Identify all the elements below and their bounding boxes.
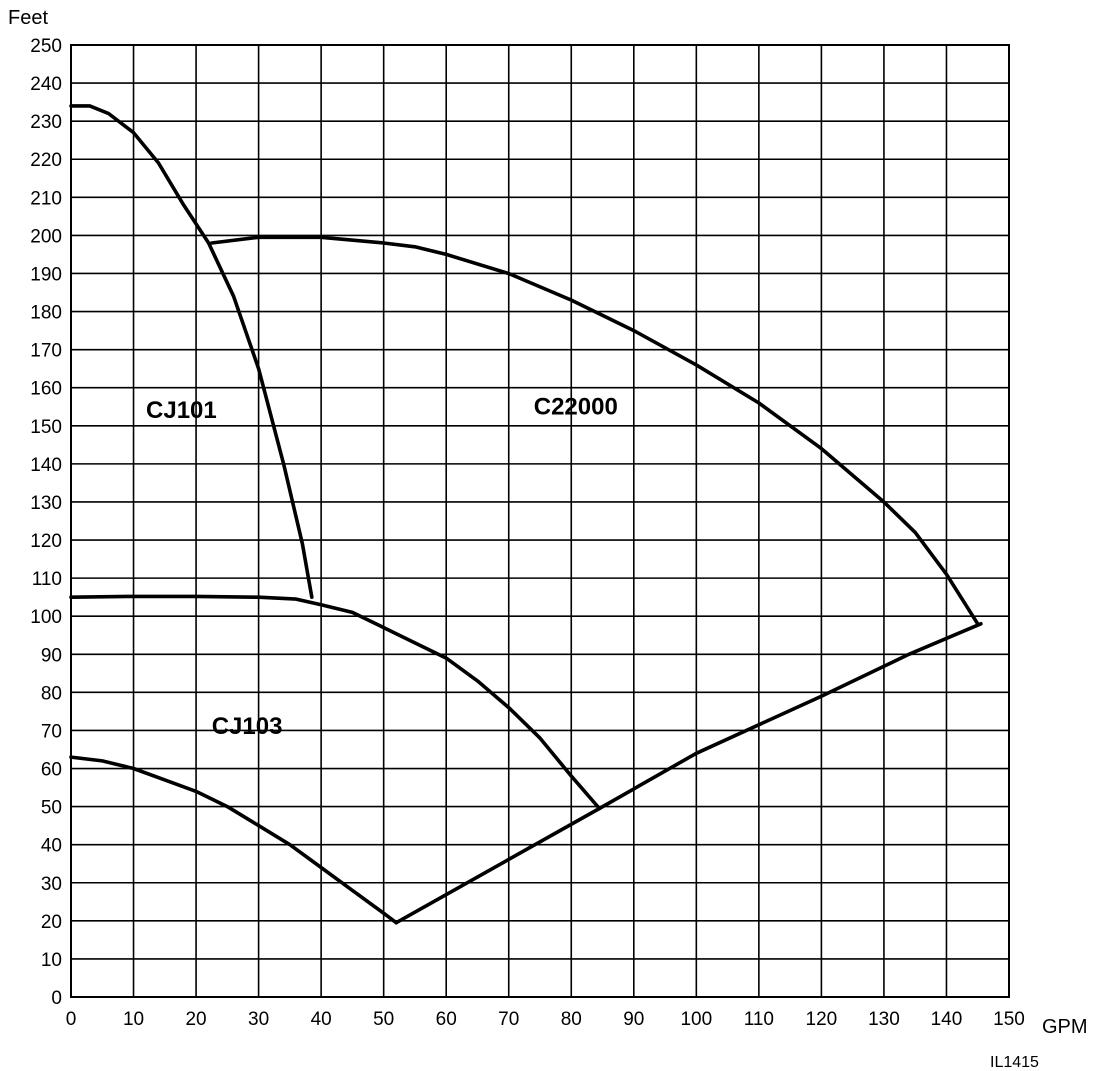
x-tick-label: 110 <box>744 1009 774 1030</box>
y-tick-label: 210 <box>30 188 62 209</box>
y-tick-label: 50 <box>41 798 62 819</box>
curve-labels: CJ101 C22000 CJ103 <box>146 393 618 740</box>
curves <box>69 104 983 925</box>
cj103-curve <box>69 594 602 811</box>
y-tick-label: 40 <box>41 836 62 857</box>
y-tick-label: 190 <box>30 264 62 285</box>
y-tick-label: 60 <box>41 760 62 781</box>
x-tick-label: 60 <box>436 1009 457 1030</box>
x-tick-label: 0 <box>66 1009 77 1030</box>
c22000-curve <box>209 235 980 626</box>
x-tick-label: 90 <box>623 1009 644 1030</box>
y-tick-labels: 0 10 20 30 40 50 60 70 80 90 100 110 120 130 140 150 160… <box>30 36 62 1009</box>
x-tick-label: 150 <box>993 1009 1025 1030</box>
y-tick-label: 100 <box>30 607 62 628</box>
x-tick-label: 80 <box>561 1009 582 1030</box>
x-tick-label: 140 <box>931 1009 963 1030</box>
x-tick-label: 10 <box>123 1009 144 1030</box>
x-tick-label: 50 <box>373 1009 394 1030</box>
x-tick-label: 100 <box>680 1009 712 1030</box>
x-tick-label: 40 <box>311 1009 332 1030</box>
x-tick-label: 120 <box>806 1009 838 1030</box>
y-tick-label: 250 <box>30 36 62 57</box>
boundary-curve-3 <box>69 755 398 925</box>
y-tick-label: 220 <box>30 150 62 171</box>
y-tick-label: 140 <box>30 455 62 476</box>
y-tick-label: 90 <box>41 645 62 666</box>
y-tick-label: 80 <box>41 683 62 704</box>
y-axis-title: Feet <box>8 7 48 29</box>
x-tick-label: 20 <box>185 1009 206 1030</box>
curve-label-cj103: CJ103 <box>212 713 283 740</box>
y-tick-label: 150 <box>30 417 62 438</box>
x-axis-title: GPM <box>1042 1016 1088 1038</box>
y-tick-label: 0 <box>51 988 62 1009</box>
y-tick-label: 160 <box>30 379 62 400</box>
y-tick-label: 20 <box>41 912 62 933</box>
x-tick-label: 70 <box>498 1009 519 1030</box>
y-tick-label: 70 <box>41 721 62 742</box>
y-tick-label: 200 <box>30 226 62 247</box>
curve-label-c22000: C22000 <box>534 393 618 420</box>
x-tick-label: 30 <box>248 1009 269 1030</box>
boundary-curve-4 <box>394 622 983 925</box>
y-tick-label: 10 <box>41 950 62 971</box>
y-tick-label: 120 <box>30 531 62 552</box>
grid-lines <box>70 44 1010 998</box>
x-tick-label: 130 <box>868 1009 900 1030</box>
cj101-curve <box>69 104 314 599</box>
y-tick-label: 130 <box>30 493 62 514</box>
y-tick-label: 170 <box>30 341 62 362</box>
y-tick-label: 110 <box>32 569 62 590</box>
x-tick-labels: 0 10 20 30 40 50 60 70 80 90 100 110 120 130 140 150 <box>66 1009 1025 1030</box>
y-tick-label: 30 <box>41 874 62 895</box>
y-tick-label: 240 <box>30 74 62 95</box>
plot-frame <box>70 44 1010 998</box>
y-tick-label: 230 <box>30 112 62 133</box>
figure-code: IL1415 <box>990 1054 1039 1071</box>
curve-label-cj101: CJ101 <box>146 397 217 424</box>
y-tick-label: 180 <box>30 303 62 324</box>
